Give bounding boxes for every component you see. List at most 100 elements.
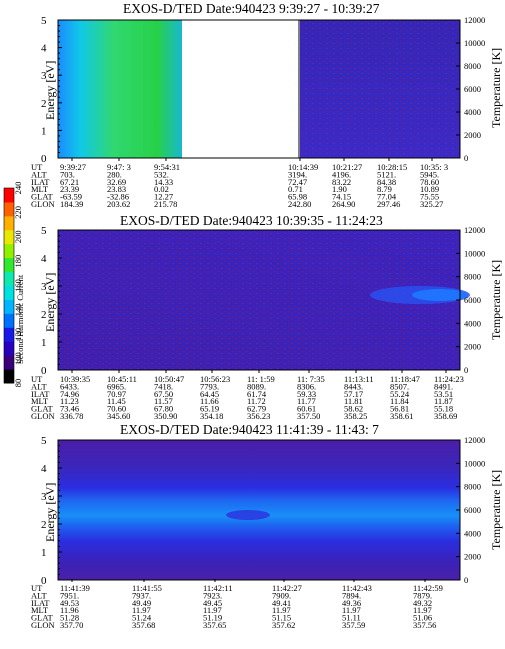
y-tick-label-right: 0 [464, 575, 468, 585]
y-tick-label-right: 8000 [464, 482, 481, 492]
colorbar-tick-label: 120 [13, 328, 23, 341]
panel-1-ylabel-right: Temperature [K] [489, 48, 503, 128]
ephem-value: 49.32 [413, 598, 432, 608]
panel-3-spectrogram [58, 440, 460, 580]
ephem-value: 60.61 [297, 404, 316, 414]
ephem-value: 357.50 [297, 411, 320, 421]
ephem-row-label: GLON [31, 199, 55, 209]
colorbar-tick-label: 80 [13, 379, 23, 388]
ephem-value: 57.17 [344, 389, 363, 399]
colorbar-swatch [4, 201, 14, 217]
panel-1: EXOS-D/TED Date:940423 9:39:27 - 10:39:2… [31, 1, 503, 209]
panel-3: EXOS-D/TED Date:940423 11:41:39 - 11:43:… [31, 422, 503, 630]
ephem-value: 0.02 [154, 184, 169, 194]
ephem-value: 5121. [377, 169, 396, 179]
ephem-value: 8089. [247, 381, 266, 391]
ephem-value: 358.61 [390, 411, 413, 421]
ephem-value: 345.60 [107, 411, 130, 421]
ephem-value: 7879. [413, 590, 432, 600]
ephem-value: 350.90 [154, 411, 177, 421]
ephem-value: 7951. [60, 590, 79, 600]
ephem-row-label: MLT [31, 396, 49, 406]
colorbar-swatch [4, 369, 14, 384]
ephem-value: 74.15 [332, 192, 351, 202]
y-tick-label-left: 0 [41, 575, 47, 587]
panel-3-ylabel-right: Temperature [K] [489, 470, 503, 550]
y-tick-label-left: 2 [41, 519, 47, 531]
ephem-value: 297.46 [377, 199, 400, 209]
ephem-value: 9:39:27 [60, 162, 86, 172]
y-tick-label-left: 0 [41, 153, 47, 165]
colorbar-swatch [4, 243, 14, 259]
ephem-value: 49.45 [203, 598, 222, 608]
panel-2-title: EXOS-D/TED Date:940423 10:39:35 - 11:24:… [120, 213, 383, 228]
ephem-value: 215.78 [154, 199, 177, 209]
colorbar-tick-label: 240 [13, 182, 23, 195]
ephem-value: 51.15 [272, 613, 291, 623]
ephem-value: 67.80 [154, 404, 173, 414]
ephem-value: 325.27 [420, 199, 443, 209]
y-tick-label-left: 3 [41, 70, 47, 82]
y-tick-label-right: 0 [464, 153, 468, 163]
ephem-row-label: ALT [31, 590, 48, 600]
ephem-value: 11.84 [390, 396, 410, 406]
ephem-value: 7937. [132, 590, 151, 600]
ephem-value: 7909. [272, 590, 291, 600]
ephem-value: 357.65 [203, 620, 226, 630]
y-tick-label-right: 4000 [464, 318, 481, 328]
y-tick-label-right: 8000 [464, 61, 481, 71]
ephem-value: 67.21 [60, 177, 79, 187]
ephem-value: 336.78 [60, 411, 83, 421]
ephem-value: 49.49 [132, 598, 151, 608]
y-tick-label-left: 0 [41, 365, 47, 377]
ephem-value: 10:50:47 [154, 374, 184, 384]
ephem-value: 6433. [60, 381, 79, 391]
ephem-value: 11.97 [272, 605, 291, 615]
y-tick-label-right: 2000 [464, 342, 481, 352]
ephem-value: 59.33 [297, 389, 316, 399]
ephem-value: 8443. [344, 381, 363, 391]
y-tick-label-left: 5 [41, 435, 47, 447]
ephem-value: 8306. [297, 381, 316, 391]
ephem-value: 10:28:15 [377, 162, 407, 172]
ephem-value: 51.19 [203, 613, 222, 623]
ephem-value: 55.24 [390, 389, 410, 399]
y-tick-label-left: 4 [41, 463, 47, 475]
ephem-value: 9:54:31 [154, 162, 180, 172]
ephem-value: 73.46 [60, 404, 79, 414]
ephem-value: 49.36 [342, 598, 361, 608]
ephem-value: -32.86 [107, 192, 129, 202]
ephem-value: 11.23 [60, 396, 79, 406]
ephem-value: 70.60 [107, 404, 126, 414]
ephem-value: 11.57 [154, 396, 173, 406]
ephem-value: 11: 7:35 [297, 374, 325, 384]
ephem-value: 77.04 [377, 192, 397, 202]
ephem-value: 64.45 [200, 389, 219, 399]
y-tick-label-right: 2000 [464, 130, 481, 140]
colorbar-swatch [4, 299, 14, 314]
colorbar-swatch [4, 355, 14, 370]
ephem-value: 10:21:27 [332, 162, 362, 172]
ephem-value: 11:41:55 [132, 583, 162, 593]
ephem-value: 75.55 [420, 192, 439, 202]
y-tick-label-left: 5 [41, 225, 47, 237]
ephem-row-label: ILAT [31, 389, 50, 399]
panel-2-ylabel-right: Temperature [K] [489, 260, 503, 340]
ephem-value: 7923. [203, 590, 222, 600]
y-tick-label-left: 4 [41, 43, 47, 55]
ephem-value: 703. [60, 169, 75, 179]
ephem-value: 58.62 [344, 404, 363, 414]
panel-1-title: EXOS-D/TED Date:940423 9:39:27 - 10:39:2… [123, 1, 380, 16]
y-tick-label-right: 6000 [464, 84, 481, 94]
ephem-value: 11.45 [107, 396, 126, 406]
colorbar-tick-label: 100 [13, 352, 23, 365]
ephem-value: 358.25 [344, 411, 367, 421]
ephem-row-label: ALT [31, 381, 48, 391]
ephem-value: 184.39 [60, 199, 83, 209]
ephem-value: 0.71 [288, 184, 303, 194]
y-tick-label-left: 1 [41, 547, 47, 559]
ephem-value: 11:42:59 [413, 583, 443, 593]
ephem-value: 11.97 [132, 605, 151, 615]
ephem-row-label: GLAT [31, 192, 54, 202]
